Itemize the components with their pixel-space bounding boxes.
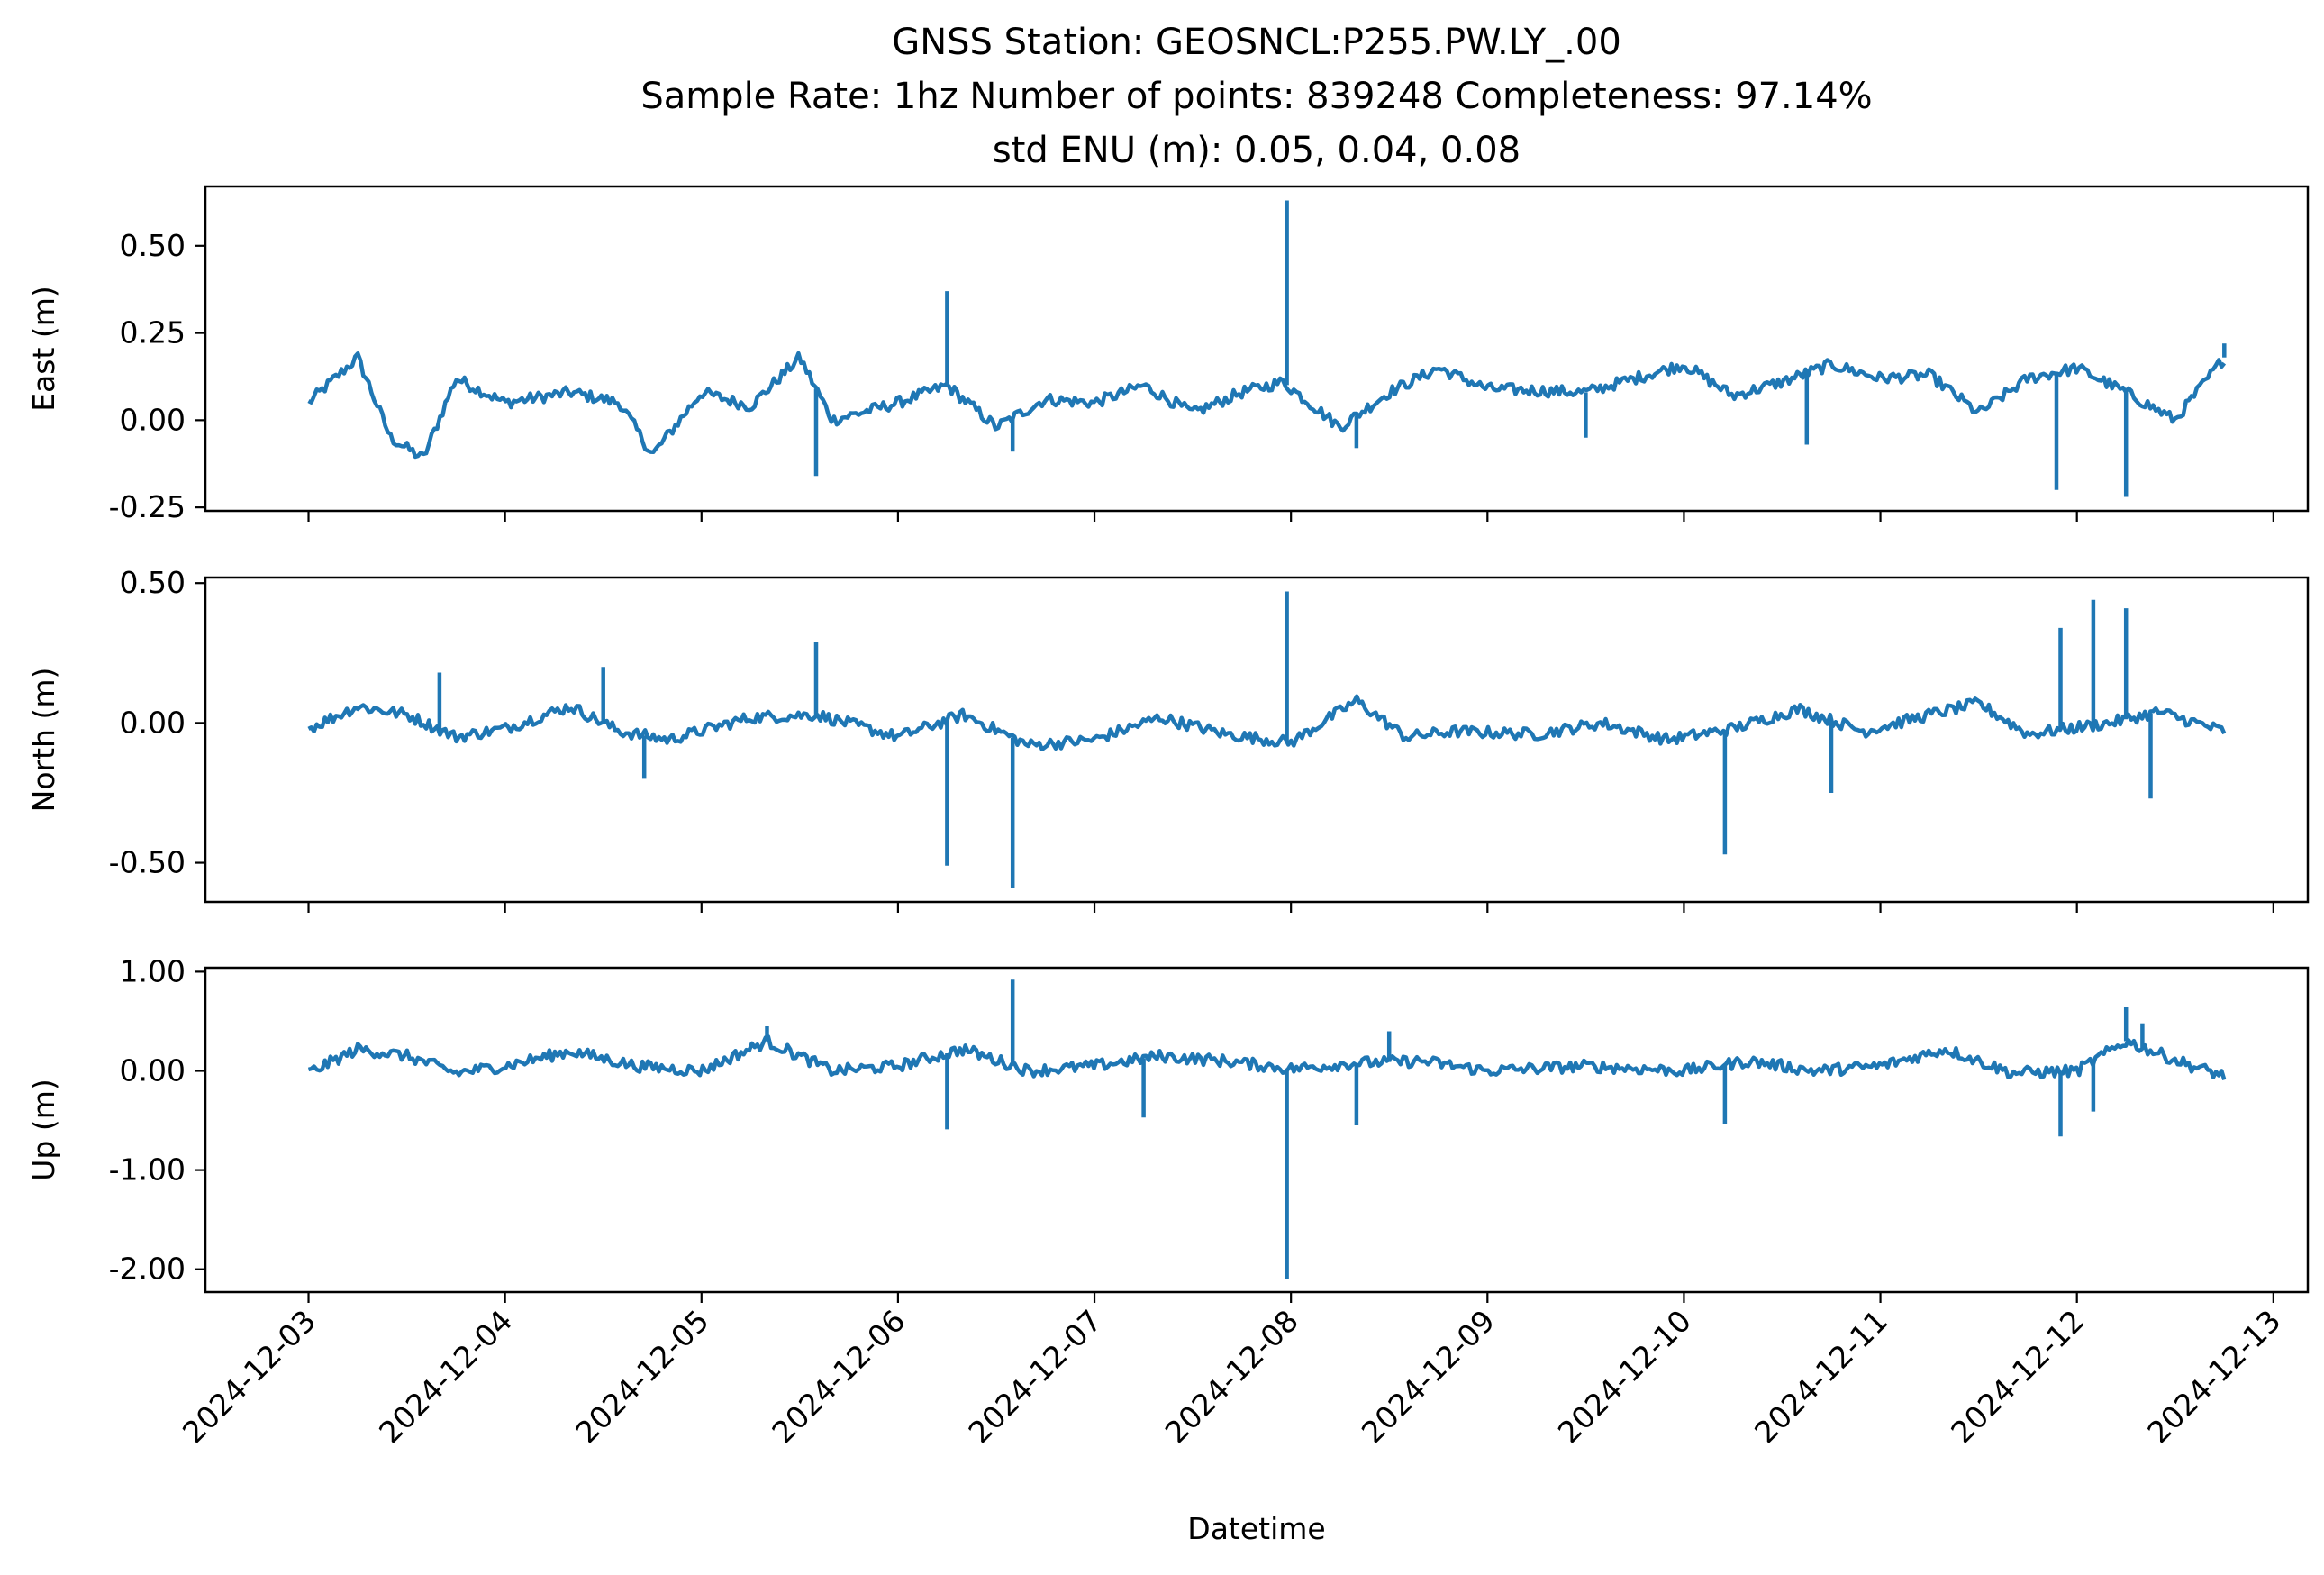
- x-tick-label: 2024-12-09: [1355, 1303, 1502, 1450]
- subplots: 0.50 0.25 0.00 -0.25 East (m) 0.50 0.00 -0.50 No…: [26, 185, 2310, 1303]
- title-line-2: Sample Rate: 1hz Number of points: 83924…: [640, 76, 1872, 117]
- x-tick-label: 2024-12-10: [1551, 1303, 1698, 1450]
- x-tick-label: 2024-12-07: [961, 1303, 1108, 1450]
- title-line-3: std ENU (m): 0.05, 0.04, 0.08: [993, 130, 1521, 171]
- up-y-tick-label: -2.00: [109, 1252, 186, 1287]
- north-y-axis-label: North (m): [26, 668, 61, 813]
- up-y-axis-label: Up (m): [26, 1079, 61, 1181]
- north-axes-frame: [204, 576, 2310, 904]
- east-y-tick-label: 0.25: [120, 315, 186, 351]
- x-tick-label: 2024-12-11: [1748, 1303, 1894, 1450]
- east-y-tick-label: 0.00: [120, 402, 186, 437]
- north-series-line: [307, 694, 2227, 752]
- east-y-tick-label: 0.50: [120, 228, 186, 263]
- x-axis: 2024-12-03 2024-12-04 2024-12-05 2024-12-06…: [176, 1303, 2287, 1450]
- up-series-line: [307, 1034, 2227, 1081]
- x-tick-label: 2024-12-04: [372, 1303, 519, 1450]
- up-axes-frame: [204, 966, 2310, 1294]
- x-tick-label: 2024-12-05: [568, 1303, 715, 1450]
- east-y-tick-label: -0.25: [109, 489, 186, 524]
- up-y-tick-label: 1.00: [120, 953, 186, 988]
- north-y-tick-label: -0.50: [109, 845, 186, 880]
- north-y-tick-label: 0.50: [120, 565, 186, 600]
- chart-title: GNSS Station: GEOSNCL:P255.PW.LY_.00 Sam…: [640, 22, 1872, 171]
- x-tick-label: 2024-12-13: [2140, 1303, 2287, 1450]
- panel-up: 1.00 0.00 -1.00 -2.00 Up (m): [26, 953, 2310, 1303]
- east-series-line: [307, 351, 2227, 460]
- panel-north: 0.50 0.00 -0.50 North (m): [26, 565, 2310, 913]
- x-tick-label: 2024-12-03: [176, 1303, 322, 1450]
- x-tick-label: 2024-12-12: [1944, 1303, 2091, 1450]
- up-y-tick-label: 0.00: [120, 1052, 186, 1088]
- north-y-tick-label: 0.00: [120, 705, 186, 740]
- title-line-1: GNSS Station: GEOSNCL:P255.PW.LY_.00: [892, 22, 1621, 63]
- east-y-axis-label: East (m): [26, 286, 61, 412]
- east-axes-frame: [204, 185, 2310, 513]
- x-tick-label: 2024-12-06: [765, 1303, 912, 1450]
- up-y-tick-label: -1.00: [109, 1152, 186, 1188]
- x-tick-label: 2024-12-08: [1158, 1303, 1305, 1450]
- x-axis-label: Datetime: [1187, 1511, 1325, 1546]
- panel-east: 0.50 0.25 0.00 -0.25 East (m): [26, 185, 2310, 524]
